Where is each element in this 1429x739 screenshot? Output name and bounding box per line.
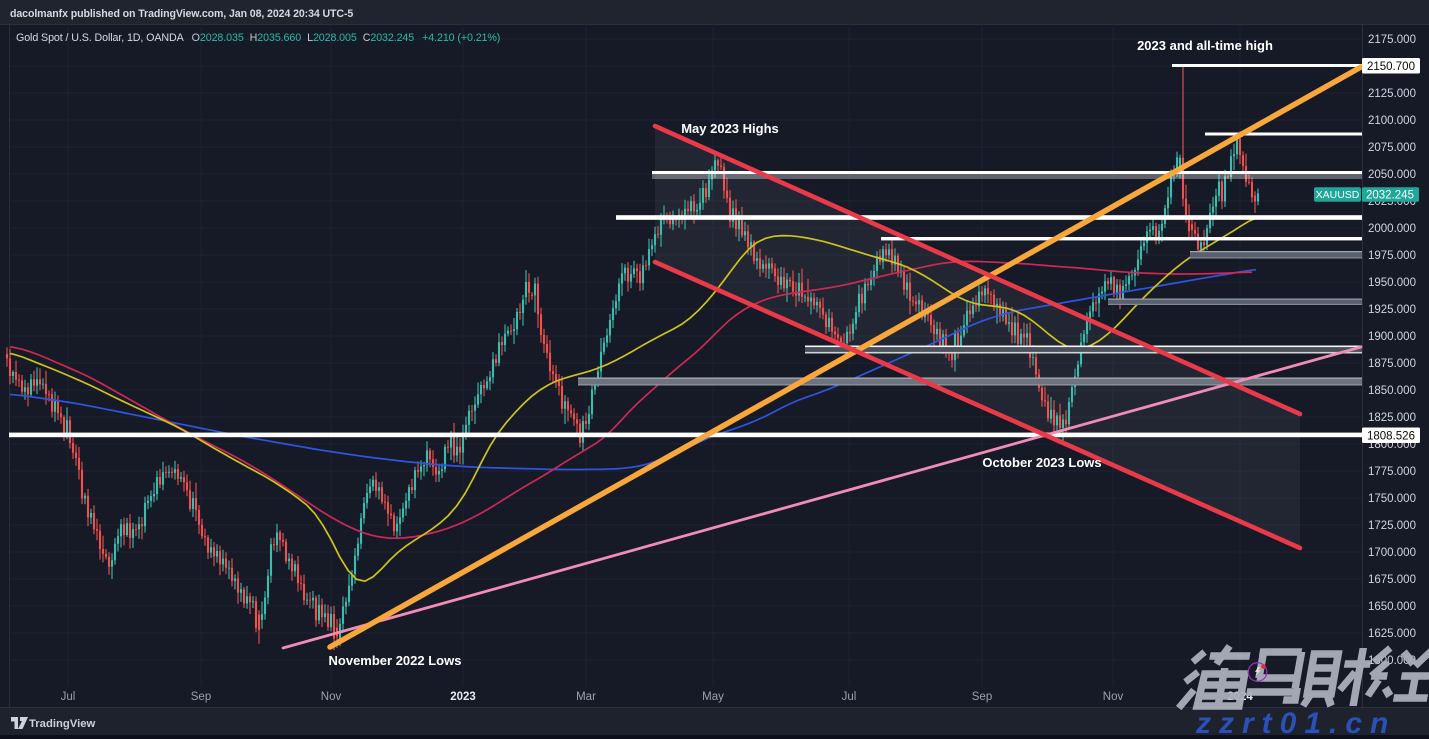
svg-text:2175.000: 2175.000 [1368, 34, 1416, 46]
svg-text:2075.000: 2075.000 [1368, 142, 1416, 154]
svg-text:dacolmanfx published on Tradin: dacolmanfx published on TradingView.com,… [10, 8, 353, 20]
svg-text:1875.000: 1875.000 [1368, 358, 1416, 370]
svg-text:Nov: Nov [321, 691, 342, 703]
svg-text:1975.000: 1975.000 [1368, 250, 1416, 262]
svg-text:October 2023 Lows: October 2023 Lows [982, 455, 1101, 470]
svg-text:1808.526: 1808.526 [1367, 430, 1415, 442]
svg-text:May: May [702, 691, 724, 703]
svg-text:TradingView: TradingView [29, 718, 96, 730]
svg-text:1825.000: 1825.000 [1368, 412, 1416, 424]
svg-text:Gold Spot / U.S. Dollar, 1D, O: Gold Spot / U.S. Dollar, 1D, OANDA O2028.… [16, 32, 500, 44]
svg-text:1625.000: 1625.000 [1368, 628, 1416, 640]
svg-text:2150.700: 2150.700 [1367, 61, 1415, 73]
svg-text:1925.000: 1925.000 [1368, 304, 1416, 316]
svg-text:2000.000: 2000.000 [1368, 223, 1416, 235]
svg-text:1950.000: 1950.000 [1368, 277, 1416, 289]
svg-text:May 2023 Highs: May 2023 Highs [681, 121, 779, 136]
svg-text:Jul: Jul [842, 691, 857, 703]
svg-text:1750.000: 1750.000 [1368, 493, 1416, 505]
svg-text:1900.000: 1900.000 [1368, 331, 1416, 343]
svg-text:1775.000: 1775.000 [1368, 466, 1416, 478]
svg-text:1650.000: 1650.000 [1368, 601, 1416, 613]
svg-text:2100.000: 2100.000 [1368, 115, 1416, 127]
svg-text:1850.000: 1850.000 [1368, 385, 1416, 397]
svg-text:Sep: Sep [191, 691, 211, 703]
svg-text:zzrt01.cn: zzrt01.cn [1195, 707, 1396, 739]
svg-text:1725.000: 1725.000 [1368, 520, 1416, 532]
svg-text:2032.245: 2032.245 [1366, 190, 1414, 202]
svg-text:Jul: Jul [61, 691, 76, 703]
svg-text:2050.000: 2050.000 [1368, 169, 1416, 181]
svg-text:1675.000: 1675.000 [1368, 574, 1416, 586]
svg-text:2023: 2023 [450, 691, 476, 703]
svg-text:2023 and all-time high: 2023 and all-time high [1137, 38, 1273, 53]
svg-text:XAUUSD: XAUUSD [1316, 189, 1360, 201]
svg-text:1700.000: 1700.000 [1368, 547, 1416, 559]
svg-text:Sep: Sep [972, 691, 992, 703]
svg-text:Nov: Nov [1103, 691, 1124, 703]
svg-text:November 2022 Lows: November 2022 Lows [329, 653, 462, 668]
svg-text:Mar: Mar [576, 691, 596, 703]
svg-text:2125.000: 2125.000 [1368, 88, 1416, 100]
